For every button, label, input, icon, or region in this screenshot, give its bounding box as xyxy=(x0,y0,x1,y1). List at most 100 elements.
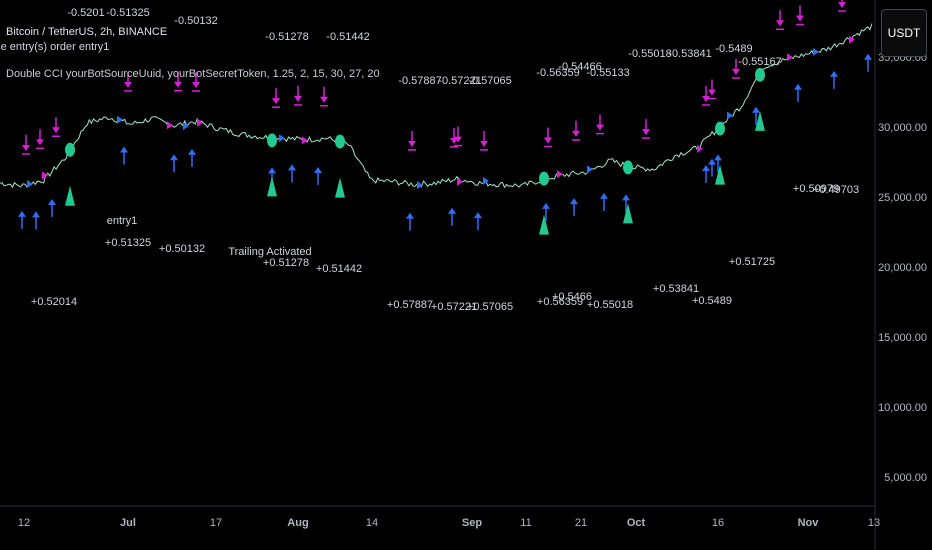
trailing-marker xyxy=(715,164,725,185)
chart-annotation: -0.51325 xyxy=(106,7,149,19)
entry-arrow-head xyxy=(474,212,482,219)
currency-button[interactable]: USDT xyxy=(881,9,927,57)
chart-annotation: +0.51442 xyxy=(316,263,362,275)
entry-arrow-head xyxy=(48,198,56,205)
exit-arrow-head xyxy=(596,124,604,131)
trailing-blob xyxy=(715,121,725,136)
signal-triangle xyxy=(787,53,793,62)
chart-annotation: Close entry(s) order entry1 xyxy=(0,41,109,53)
entry-arrow-head xyxy=(314,166,322,173)
entry-arrow-head xyxy=(702,164,710,171)
trailing-blob xyxy=(623,160,633,175)
signal-triangle xyxy=(279,134,285,143)
exit-arrow-head xyxy=(838,2,846,9)
chart-annotation: -0.50132 xyxy=(174,15,217,27)
exit-arrow-head xyxy=(408,140,416,147)
chart-annotation: entry1 xyxy=(107,215,138,227)
entry-arrow-head xyxy=(794,83,802,90)
exit-arrow-head xyxy=(174,81,182,88)
y-tick-label: 25,000.00 xyxy=(878,192,927,204)
exit-arrow-head xyxy=(708,89,716,96)
chart-annotation: -0.51442 xyxy=(326,31,369,43)
signal-triangle xyxy=(183,122,189,131)
x-tick-label: 16 xyxy=(712,517,724,529)
exit-arrow-head xyxy=(22,144,30,151)
x-tick-label: Sep xyxy=(462,517,482,529)
x-tick-label: 11 xyxy=(520,517,531,529)
chart-annotation: +0.57065 xyxy=(467,301,513,313)
exit-arrow-head xyxy=(732,68,740,75)
chart-annotation: +0.5466 xyxy=(552,291,592,303)
trailing-marker xyxy=(335,177,345,198)
signal-triangle xyxy=(117,115,123,124)
x-tick-label: Nov xyxy=(798,517,820,529)
entry-arrow-head xyxy=(570,198,578,205)
entry-arrow-head xyxy=(32,211,40,218)
chart-annotation: +0.52014 xyxy=(31,296,77,308)
y-tick-label: 20,000.00 xyxy=(878,262,927,274)
chart-annotation: +0.56359 xyxy=(537,296,583,308)
symbol-legend: Bitcoin / TetherUS, 2h, BINANCE xyxy=(6,26,168,38)
trailing-marker xyxy=(65,185,75,206)
indicator-legend: Double CCI yourBotSourceUuid, yourBotSec… xyxy=(6,68,380,80)
x-tick-label: 13 xyxy=(868,517,880,529)
signal-triangle xyxy=(849,35,855,44)
entry-arrow-head xyxy=(542,202,550,209)
trailing-marker xyxy=(755,110,765,131)
x-tick-label: 12 xyxy=(18,517,30,529)
exit-arrow-head xyxy=(796,15,804,22)
y-tick-label: 30,000.00 xyxy=(878,122,927,134)
chart-annotation: +0.50979 xyxy=(793,183,839,195)
x-tick-label: 21 xyxy=(575,517,587,529)
signal-triangle xyxy=(302,136,308,145)
exit-arrow-head xyxy=(480,140,488,147)
exit-arrow-head xyxy=(294,95,302,102)
x-tick-label: Oct xyxy=(627,517,646,529)
chart-annotation: -0.5201 xyxy=(67,7,104,19)
exit-arrow-head xyxy=(572,130,580,137)
chart-annotation: +0.53841 xyxy=(653,283,699,295)
chart-annotation: -0.5489 xyxy=(715,43,752,55)
x-tick-label: 14 xyxy=(366,517,378,529)
chart-annotation: +0.49703 xyxy=(813,184,859,196)
signal-triangle xyxy=(587,165,593,174)
trailing-blob xyxy=(539,171,549,186)
entry-arrow-head xyxy=(830,70,838,77)
signal-triangle xyxy=(557,170,563,179)
chart-annotation: -0.51278 xyxy=(265,31,308,43)
entry-arrow-head xyxy=(600,192,608,199)
chart-annotation: +0.5489 xyxy=(692,295,732,307)
x-tick-label: Jul xyxy=(120,517,136,529)
signal-triangle xyxy=(483,177,489,186)
exit-arrow-head xyxy=(702,95,710,102)
y-tick-label: 5,000.00 xyxy=(884,472,927,484)
chart-annotation: Trailing Activated xyxy=(228,246,311,258)
chart-annotation: -0.55018 xyxy=(628,48,671,60)
entry-arrow-head xyxy=(622,194,630,201)
signal-triangle xyxy=(457,177,463,186)
exit-arrow-head xyxy=(320,96,328,103)
trailing-marker xyxy=(623,203,633,224)
exit-arrow-head xyxy=(52,127,60,134)
entry-arrow-head xyxy=(170,154,178,161)
entry-arrow-head xyxy=(708,158,716,165)
price-line xyxy=(0,23,873,189)
chart-annotation: -0.57221 xyxy=(438,75,481,87)
exit-arrow-head xyxy=(454,136,462,143)
chart-annotation: +0.57221 xyxy=(431,301,477,313)
entry-arrow-head xyxy=(714,154,722,161)
signal-triangle xyxy=(167,121,173,130)
exit-arrow-head xyxy=(544,137,552,144)
x-tick-label: 17 xyxy=(210,517,222,529)
entry-arrow-head xyxy=(188,148,196,155)
entry-arrow-head xyxy=(406,212,414,219)
trailing-marker xyxy=(539,214,549,235)
y-tick-label: 10,000.00 xyxy=(878,402,927,414)
signal-triangle xyxy=(42,171,48,180)
signal-triangle xyxy=(27,179,33,188)
trailing-blob xyxy=(755,67,765,82)
exit-arrow-head xyxy=(124,81,132,88)
signal-triangle xyxy=(197,118,203,127)
exit-arrow-head xyxy=(192,82,200,89)
